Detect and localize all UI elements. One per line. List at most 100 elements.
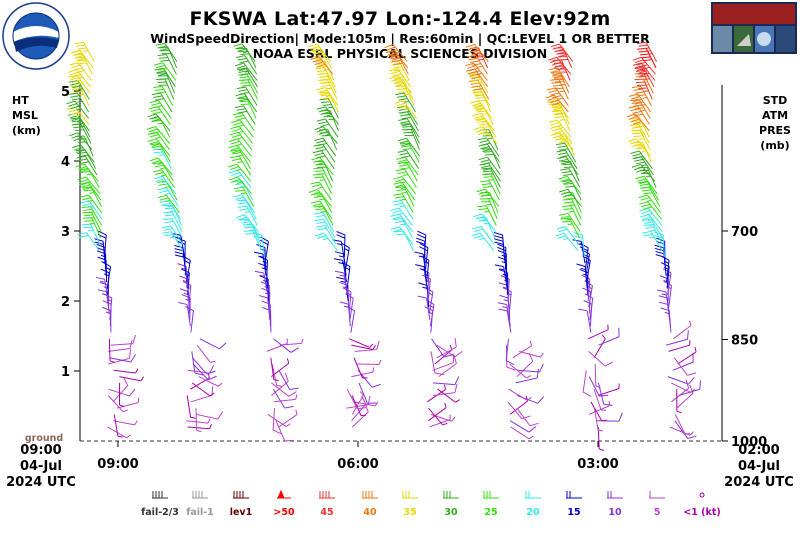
wind-barb-p5-feather <box>484 153 494 156</box>
wind-barb-p6-feather <box>550 121 560 126</box>
wind-barb-p2 <box>241 194 256 214</box>
wind-barb-p4-feather <box>392 59 402 63</box>
wind-barb-p0 <box>108 388 130 397</box>
wind-barb-p3-feather <box>322 103 332 106</box>
wind-barb-p0-feather <box>77 151 87 155</box>
wind-barb-p7-feather <box>634 107 644 110</box>
wind-barb-p2-half-feather <box>240 185 246 188</box>
wind-barb-p6-feather <box>556 226 566 230</box>
wind-barb-p0-feather <box>76 57 86 62</box>
wind-barb-p0-half-feather <box>89 192 95 194</box>
wind-barb-p1-feather <box>149 115 159 120</box>
wind-barb-p2-feather <box>254 270 264 274</box>
wind-barb-p3 <box>318 56 334 75</box>
wind-barb-p3-feather <box>313 205 323 208</box>
wind-barb-p5-feather <box>505 360 515 366</box>
wind-barb-p5-feather <box>473 91 483 94</box>
wind-barb-p3-feather <box>320 123 330 127</box>
wind-barb-p1 <box>165 72 175 94</box>
wind-barb-p0-feather <box>130 354 137 363</box>
wind-barb-p3-feather <box>320 101 331 104</box>
wind-barb-p3-feather <box>315 67 325 70</box>
wind-barb-p2-feather <box>235 196 245 200</box>
legend-label: 5 <box>654 507 661 518</box>
wind-barb-p4-feather <box>399 152 409 156</box>
wind-barb-p3-feather <box>315 214 325 218</box>
wind-barb-p6 <box>567 213 581 232</box>
wind-barb-p5 <box>508 291 512 314</box>
wind-barb-p4-feather <box>395 92 405 96</box>
wind-barb-p2-feather <box>237 216 247 221</box>
wind-barb-p0 <box>90 211 102 232</box>
wind-barb-p6-feather <box>578 308 588 312</box>
wind-barb-p1-feather <box>154 171 164 176</box>
wind-barb-p3 <box>357 363 380 366</box>
legend-symbol <box>192 491 208 499</box>
wind-barb-p0 <box>83 42 95 62</box>
wind-barb-p0-feather <box>70 111 80 116</box>
legend-item-6: 35 <box>402 491 418 518</box>
wind-barb-p3 <box>351 403 367 422</box>
wind-barb-p6 <box>598 336 620 346</box>
wind-barb-p7-feather <box>655 250 665 255</box>
wind-barb-p5-feather <box>474 126 483 131</box>
wind-barb-p3-feather <box>321 94 331 97</box>
wind-barb-p4-feather <box>419 243 429 249</box>
wind-barb-p1 <box>163 67 176 88</box>
wind-barb-p0-half-feather <box>100 280 106 283</box>
wind-barb-p5 <box>478 86 491 106</box>
wind-barb-p2-half-feather <box>237 136 243 140</box>
wind-barb-p1-feather <box>219 342 227 350</box>
wind-barb-p6-feather <box>551 81 561 84</box>
wind-barb-p3-feather <box>313 159 323 163</box>
wind-barb-p0 <box>76 112 90 132</box>
wind-barb-p4-feather <box>394 100 404 104</box>
wind-barb-p6-feather <box>552 72 562 76</box>
wind-barb-p2-feather <box>238 70 248 74</box>
wind-barb-p1-feather <box>206 370 216 375</box>
wind-barb-p3-feather <box>316 221 326 225</box>
wind-barb-p4 <box>430 413 452 422</box>
wind-barb-p6-feather <box>562 220 572 223</box>
wind-barb-p3 <box>319 200 333 220</box>
wind-barb-p6-half-feather <box>568 210 574 213</box>
wind-barb-p7 <box>674 414 686 435</box>
wind-barb-p7-feather <box>633 113 644 117</box>
wind-barb-p0-feather <box>68 103 78 107</box>
wind-barb-p2-feather <box>239 100 249 103</box>
wind-barb-p1 <box>164 43 178 62</box>
wind-barb-p7-feather <box>630 96 640 100</box>
wind-barb-p4-feather <box>443 354 453 358</box>
wind-barb-p2-feather <box>244 226 254 229</box>
wind-barb-p3 <box>351 344 373 351</box>
wind-barb-p7 <box>676 392 694 409</box>
wind-barb-p0 <box>104 279 109 302</box>
wind-barb-p2-feather <box>235 214 245 219</box>
wind-barb-p2-half-feather <box>301 338 304 344</box>
wind-barb-p7-feather <box>640 47 650 50</box>
wind-barb-p3-half-feather <box>369 343 374 348</box>
wind-barb-p6-feather <box>552 113 563 116</box>
wind-barb-p7-feather <box>699 380 701 390</box>
wind-barb-p1-half-feather <box>161 180 167 184</box>
wind-barb-p5-feather <box>477 137 487 141</box>
wind-barb-p0 <box>112 420 135 426</box>
wind-barb-p2-feather <box>238 89 248 92</box>
wind-barb-p6 <box>585 253 590 276</box>
wind-barb-p1-feather <box>157 73 167 76</box>
wind-barb-p1 <box>160 148 172 169</box>
legend-label: 10 <box>608 507 622 518</box>
wind-barb-p7 <box>666 260 670 283</box>
wind-barb-p5-feather <box>468 57 478 61</box>
wind-barb-p6-feather <box>559 155 569 158</box>
wind-barb-p0-half-feather <box>77 120 83 123</box>
wind-barb-p1-half-feather <box>210 360 216 364</box>
wind-barb-p5-feather <box>478 156 488 161</box>
wind-barb-p1-feather <box>151 143 161 147</box>
wind-barb-p0-feather <box>72 144 82 149</box>
wind-barb-p0-half-feather <box>87 199 93 203</box>
wind-barb-p7-feather <box>654 231 664 236</box>
wind-barb-p4-feather <box>398 98 408 101</box>
wind-barb-p1 <box>171 231 184 251</box>
wind-barb-p6-feather <box>562 163 572 166</box>
